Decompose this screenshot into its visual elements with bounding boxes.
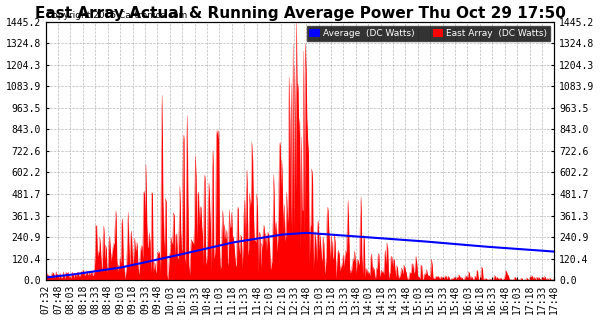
- Legend: Average  (DC Watts), East Array  (DC Watts): Average (DC Watts), East Array (DC Watts…: [307, 26, 550, 41]
- Title: East Array Actual & Running Average Power Thu Oct 29 17:50: East Array Actual & Running Average Powe…: [35, 5, 565, 20]
- Text: Copyright 2015 Cartronics.com: Copyright 2015 Cartronics.com: [46, 12, 187, 20]
